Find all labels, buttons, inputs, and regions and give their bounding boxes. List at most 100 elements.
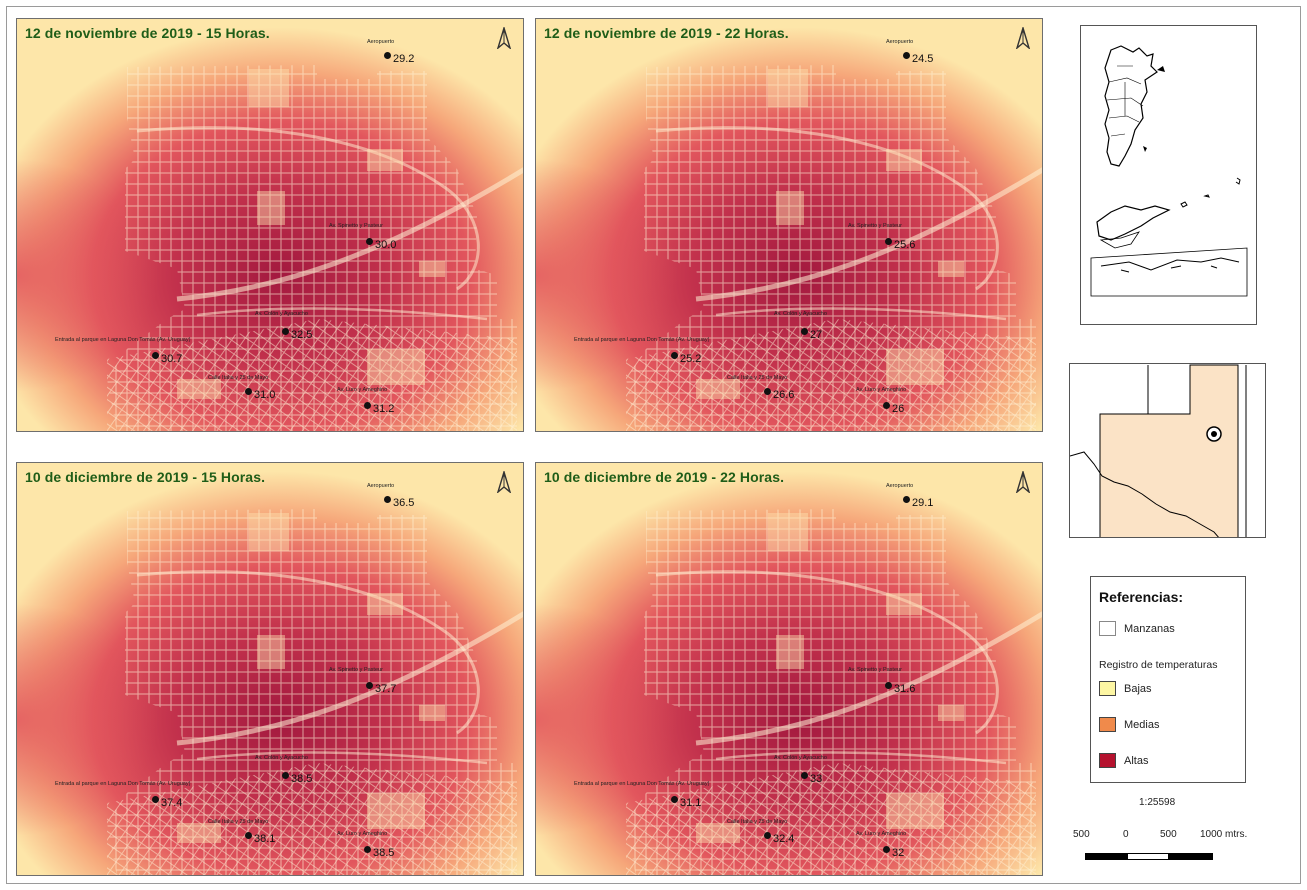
station-temperature: 32.4 xyxy=(773,833,795,845)
station-name: Av. Spinetto y Pasteur xyxy=(329,667,383,673)
station-temperature: 26 xyxy=(892,403,905,415)
map-panel-3: 10 de diciembre de 2019 - 15 Horas. Aero… xyxy=(16,462,524,876)
station-marker-icon xyxy=(282,772,289,779)
station-name: Av. Spinetto y Pasteur xyxy=(848,667,902,673)
station-marker-icon xyxy=(152,796,159,803)
station-marker-icon xyxy=(764,388,771,395)
station-temperature: 37.4 xyxy=(161,797,183,809)
north-arrow-icon xyxy=(496,25,512,54)
station-temperature: 36.5 xyxy=(393,497,415,509)
station-name: Calle Italia y 25 de Mayo xyxy=(208,819,269,825)
north-arrow-icon xyxy=(1015,25,1031,54)
station-temperature: 25.2 xyxy=(680,353,702,365)
map-panel-2: 12 de noviembre de 2019 - 22 Horas. Aero… xyxy=(535,18,1043,432)
station-temperature: 31.0 xyxy=(254,389,276,401)
station-marker-icon xyxy=(152,352,159,359)
station-temperature: 32.5 xyxy=(291,329,313,341)
station-name: Av. Colón y Ayacucho xyxy=(255,755,308,761)
station-name: Av. Luro y Ameghino xyxy=(856,831,907,837)
legend-item-bajas: Bajas xyxy=(1099,681,1152,696)
scale-tick: 500 xyxy=(1073,829,1090,840)
panel-title: 10 de diciembre de 2019 - 22 Horas. xyxy=(544,469,785,485)
station-name: Aeropuerto xyxy=(886,39,914,45)
station-name: Entrada al parque en Laguna Don Tomás (A… xyxy=(574,781,710,787)
station-name: Calle Italia y 25 de Mayo xyxy=(727,375,788,381)
station-name: Aeropuerto xyxy=(367,39,395,45)
station-temperature: 37.7 xyxy=(375,683,397,695)
station-name: Av. Colón y Ayacucho xyxy=(774,755,827,761)
argentina-overview-inset xyxy=(1080,25,1257,325)
medias-swatch xyxy=(1099,717,1116,732)
scale-tick: 500 xyxy=(1160,829,1177,840)
bajas-swatch xyxy=(1099,681,1116,696)
station-marker-icon xyxy=(885,238,892,245)
station-marker-icon xyxy=(801,328,808,335)
north-arrow-icon xyxy=(1015,469,1031,498)
manzanas-swatch xyxy=(1099,621,1116,636)
panel-title: 10 de diciembre de 2019 - 15 Horas. xyxy=(25,469,266,485)
station-name: Entrada al parque en Laguna Don Tomás (A… xyxy=(55,781,191,787)
station-name: Aeropuerto xyxy=(367,483,395,489)
station-marker-icon xyxy=(282,328,289,335)
map-panel-4: 10 de diciembre de 2019 - 22 Horas. Aero… xyxy=(535,462,1043,876)
station-name: Av. Luro y Ameghino xyxy=(337,831,388,837)
station-marker-icon xyxy=(245,832,252,839)
temperature-map xyxy=(536,463,1042,875)
altas-swatch xyxy=(1099,753,1116,768)
scale-ratio: 1:25598 xyxy=(1139,797,1176,808)
station-temperature: 30.7 xyxy=(161,353,183,365)
station-name: Av. Luro y Ameghino xyxy=(337,387,388,393)
station-temperature: 31.2 xyxy=(373,403,395,415)
legend-label: Altas xyxy=(1124,754,1149,767)
legend-subtitle: Registro de temperaturas xyxy=(1099,659,1218,671)
legend-label: Bajas xyxy=(1124,682,1152,695)
station-name: Calle Italia y 25 de Mayo xyxy=(727,819,788,825)
station-name: Calle Italia y 25 de Mayo xyxy=(208,375,269,381)
station-name: Entrada al parque en Laguna Don Tomás (A… xyxy=(55,337,191,343)
station-temperature: 31.6 xyxy=(894,683,916,695)
province-locator-map xyxy=(1070,364,1247,537)
station-temperature: 27 xyxy=(810,329,823,341)
station-temperature: 26.6 xyxy=(773,389,795,401)
temperature-map xyxy=(17,463,523,875)
station-temperature: 38.1 xyxy=(254,833,276,845)
station-temperature: 24.5 xyxy=(912,53,934,65)
station-name: Entrada al parque en Laguna Don Tomás (A… xyxy=(574,337,710,343)
station-temperature: 33 xyxy=(810,773,823,785)
station-temperature: 25.6 xyxy=(894,239,916,251)
north-arrow-icon xyxy=(496,469,512,498)
station-temperature: 32 xyxy=(892,847,905,859)
station-name: Av. Luro y Ameghino xyxy=(856,387,907,393)
station-temperature: 29.1 xyxy=(912,497,934,509)
panel-title: 12 de noviembre de 2019 - 22 Horas. xyxy=(544,25,789,41)
station-marker-icon xyxy=(801,772,808,779)
station-temperature: 38.5 xyxy=(373,847,395,859)
temperature-map xyxy=(536,19,1042,431)
station-marker-icon xyxy=(903,496,910,503)
station-marker-icon xyxy=(883,402,890,409)
station-marker-icon xyxy=(671,796,678,803)
scale-bar xyxy=(1085,853,1213,860)
scale-tick: 0 xyxy=(1123,829,1129,840)
station-marker-icon xyxy=(384,496,391,503)
province-locator-inset xyxy=(1069,363,1266,538)
station-temperature: 30.0 xyxy=(375,239,397,251)
station-marker-icon xyxy=(245,388,252,395)
legend-item-manzanas: Manzanas xyxy=(1099,621,1175,636)
station-marker-icon xyxy=(364,402,371,409)
station-name: Av. Spinetto y Pasteur xyxy=(848,223,902,229)
legend-label: Manzanas xyxy=(1124,622,1175,635)
legend-label: Medias xyxy=(1124,718,1160,731)
station-marker-icon xyxy=(384,52,391,59)
station-marker-icon xyxy=(366,682,373,689)
station-name: Av. Colón y Ayacucho xyxy=(255,311,308,317)
station-marker-icon xyxy=(764,832,771,839)
station-name: Aeropuerto xyxy=(886,483,914,489)
argentina-outline-map xyxy=(1090,45,1248,297)
scale-tick: 1000 mtrs. xyxy=(1200,829,1248,840)
station-temperature: 38.5 xyxy=(291,773,313,785)
station-marker-icon xyxy=(364,846,371,853)
station-marker-icon xyxy=(366,238,373,245)
legend-title: Referencias: xyxy=(1099,589,1184,605)
station-marker-icon xyxy=(883,846,890,853)
